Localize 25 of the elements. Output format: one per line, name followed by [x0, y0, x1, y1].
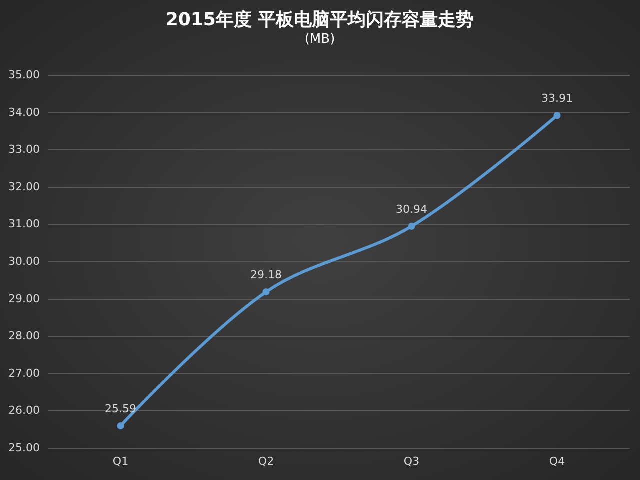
x-tick-label: Q1	[112, 455, 129, 468]
y-tick-label: 28.00	[8, 330, 40, 343]
point	[554, 112, 561, 120]
y-tick-label: 25.00	[8, 442, 40, 454]
y-tick-label: 26.00	[8, 404, 40, 418]
y-tick-label: 31.00	[8, 218, 40, 231]
y-tick-label: 32.00	[8, 180, 40, 194]
data-label: 29.18	[250, 268, 282, 282]
y-tick-label: 33.00	[8, 143, 40, 156]
data-label: 25.59	[105, 402, 136, 416]
x-tick-label: Q2	[258, 455, 274, 468]
data-label: 30.94	[396, 202, 428, 216]
point	[262, 288, 270, 296]
point	[117, 422, 124, 430]
y-tick-label: 35.00	[8, 68, 40, 82]
chart-subtitle: (MB)	[304, 32, 336, 47]
data-label: 33.91	[542, 92, 573, 106]
point	[408, 222, 416, 230]
x-tick-label: Q4	[549, 455, 566, 468]
y-tick-label: 27.00	[8, 366, 40, 380]
y-tick-label: 30.00	[8, 255, 40, 268]
y-tick-label: 34.00	[8, 106, 40, 119]
y-tick-label: 29.00	[8, 292, 40, 306]
x-tick-label: Q3	[404, 455, 420, 468]
chart-title: 2015年度 平板电脑平均闪存容量走势	[166, 10, 474, 30]
